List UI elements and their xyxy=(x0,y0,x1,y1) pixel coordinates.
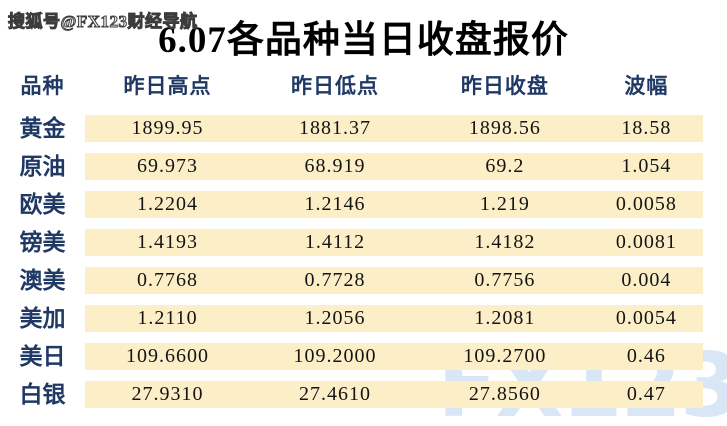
sohu-account-watermark: 搜狐号@FX123财经导航 xyxy=(7,12,198,32)
cell-prev-close: 1.4182 xyxy=(474,231,536,253)
cell-prev-low: 0.7728 xyxy=(304,269,366,291)
cell-prev-low: 109.2000 xyxy=(293,345,377,367)
cell-prev-close: 1.219 xyxy=(479,193,530,215)
cell-prev-close: 69.2 xyxy=(485,155,525,177)
table-row-gbpusd: 镑美 1.4193 1.4112 1.4182 0.0081 xyxy=(0,229,727,256)
row-band: 1899.95 1881.37 1898.56 18.58 xyxy=(85,115,703,142)
cell-range: 0.46 xyxy=(626,345,666,367)
row-band: 1.2110 1.2056 1.2081 0.0054 xyxy=(85,305,703,332)
row-band: 1.4193 1.4112 1.4182 0.0081 xyxy=(85,229,703,256)
cell-prev-close: 27.8560 xyxy=(468,383,541,405)
cell-range: 0.0058 xyxy=(615,193,677,215)
table-row-usdjpy: 美日 109.6600 109.2000 109.2700 0.46 xyxy=(0,343,727,370)
cell-prev-low: 1881.37 xyxy=(298,117,371,139)
cell-range: 1.054 xyxy=(621,155,672,177)
table-row-silver: 白银 27.9310 27.4610 27.8560 0.47 xyxy=(0,381,727,408)
column-header-prev-low: 昨日低点 xyxy=(290,73,379,98)
row-label: 欧美 xyxy=(19,192,66,217)
cell-prev-high: 1.4193 xyxy=(137,231,198,253)
row-band: 69.973 68.919 69.2 1.054 xyxy=(85,153,703,180)
row-label: 镑美 xyxy=(19,230,66,255)
row-label: 原油 xyxy=(19,154,66,179)
table-row-usdcad: 美加 1.2110 1.2056 1.2081 0.0054 xyxy=(0,305,727,332)
row-band: 0.7768 0.7728 0.7756 0.004 xyxy=(85,267,703,294)
cell-prev-high: 27.9310 xyxy=(131,383,204,405)
cell-prev-high: 69.973 xyxy=(137,155,198,177)
cell-prev-high: 1.2110 xyxy=(137,307,198,329)
cell-range: 0.004 xyxy=(621,269,672,291)
row-band: 27.9310 27.4610 27.8560 0.47 xyxy=(85,381,703,408)
table-header-row: 品种 昨日高点 昨日低点 昨日收盘 波幅 xyxy=(0,71,727,101)
cell-prev-high: 109.6600 xyxy=(126,345,209,367)
cell-range: 0.0081 xyxy=(615,231,677,253)
cell-prev-close: 0.7756 xyxy=(474,269,536,291)
cell-prev-high: 0.7768 xyxy=(137,269,198,291)
row-label: 白银 xyxy=(19,382,66,407)
table-row-crude-oil: 原油 69.973 68.919 69.2 1.054 xyxy=(0,153,727,180)
row-label: 澳美 xyxy=(19,268,66,293)
cell-prev-high: 1.2204 xyxy=(137,193,198,215)
column-header-product: 品种 xyxy=(20,73,65,98)
table-row-audusd: 澳美 0.7768 0.7728 0.7756 0.004 xyxy=(0,267,727,294)
cell-prev-low: 27.4610 xyxy=(298,383,371,405)
cell-prev-low: 68.919 xyxy=(304,155,366,177)
cell-range: 0.47 xyxy=(626,383,666,405)
cell-prev-high: 1899.95 xyxy=(131,117,204,139)
row-label: 黄金 xyxy=(19,116,66,141)
row-label: 美加 xyxy=(19,306,66,331)
cell-range: 18.58 xyxy=(621,117,672,139)
price-table: 品种 昨日高点 昨日低点 昨日收盘 波幅 黄金 1899.95 1881.37 … xyxy=(0,71,727,408)
cell-prev-low: 1.2056 xyxy=(304,307,366,329)
cell-prev-close: 1898.56 xyxy=(468,117,541,139)
table-row-eurusd: 欧美 1.2204 1.2146 1.219 0.0058 xyxy=(0,191,727,218)
cell-prev-close: 109.2700 xyxy=(463,345,547,367)
cell-prev-close: 1.2081 xyxy=(474,307,536,329)
row-band: 1.2204 1.2146 1.219 0.0058 xyxy=(85,191,703,218)
cell-prev-low: 1.2146 xyxy=(304,193,366,215)
row-label: 美日 xyxy=(19,344,66,369)
row-band: 109.6600 109.2000 109.2700 0.46 xyxy=(85,343,703,370)
header-band: 昨日高点 昨日低点 昨日收盘 波幅 xyxy=(85,71,703,101)
column-header-prev-close: 昨日收盘 xyxy=(460,73,549,98)
cell-range: 0.0054 xyxy=(615,307,677,329)
table-row-gold: 黄金 1899.95 1881.37 1898.56 18.58 xyxy=(0,115,727,142)
column-header-prev-high: 昨日高点 xyxy=(123,73,212,98)
column-header-range: 波幅 xyxy=(624,73,669,98)
page-title: 6.07各品种当日收盘报价 xyxy=(158,20,569,61)
cell-prev-low: 1.4112 xyxy=(304,231,366,253)
